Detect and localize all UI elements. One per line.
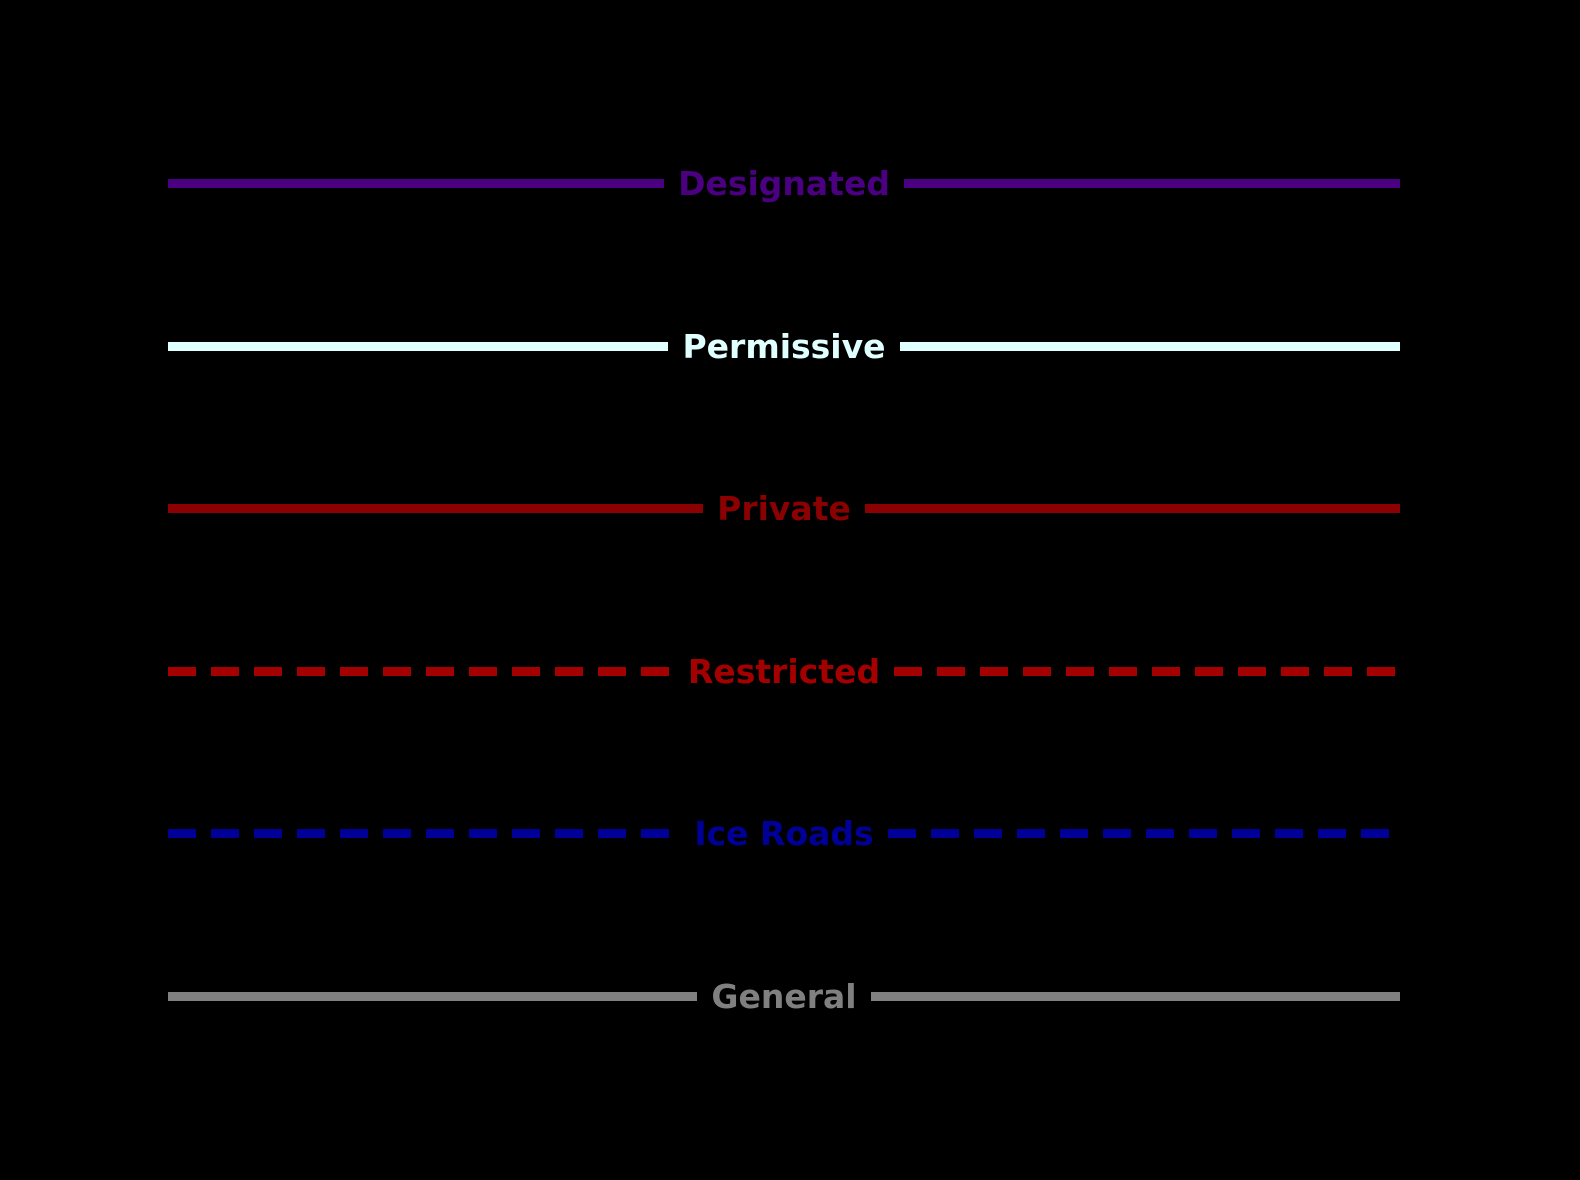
private-line-left-segment [168,503,704,513]
ice-roads-line-left-segment [168,828,681,838]
designated-line-right-segment [903,178,1401,188]
legend-label-ice-roads: Ice Roads [694,813,874,853]
legend-label-designated: Designated [678,163,890,203]
designated-line-left-segment [168,178,665,188]
legend-item-permissive: Permissive [168,324,1400,368]
restricted-line-right-segment [894,666,1401,676]
private-line-right-segment [864,503,1400,513]
legend-label-general: General [711,976,857,1016]
legend-item-private: Private [168,486,1400,530]
legend-label-restricted: Restricted [687,651,881,691]
general-line-right-segment [870,991,1401,1001]
general-line-left-segment [168,991,698,1001]
legend-label-permissive: Permissive [682,326,886,366]
legend-item-ice-roads: Ice Roads [168,811,1401,855]
ice-roads-line-right-segment [887,828,1401,838]
legend-label-private: Private [717,488,851,528]
permissive-line-left-segment [168,341,669,351]
legend-item-general: General [168,974,1401,1018]
permissive-line-right-segment [899,341,1400,351]
restricted-line-left-segment [168,666,674,676]
legend-item-designated: Designated [168,161,1401,205]
legend-item-restricted: Restricted [168,649,1401,693]
